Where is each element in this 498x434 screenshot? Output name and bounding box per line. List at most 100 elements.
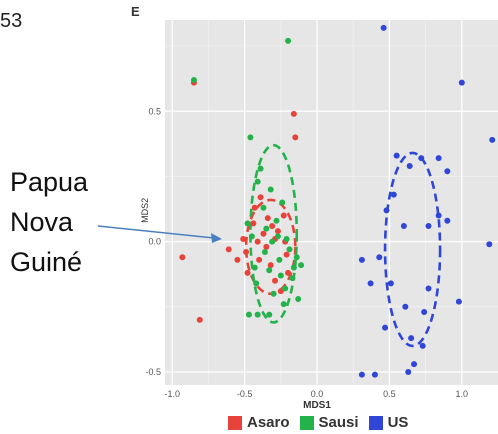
point-sausi-13: [269, 238, 276, 245]
data-points: [179, 24, 496, 378]
point-us-24: [408, 335, 415, 342]
point-us-2: [489, 136, 496, 143]
point-sausi-3: [248, 233, 255, 240]
point-asaro-5: [243, 249, 250, 256]
annotation-label: Papua Nova Guiné: [10, 162, 88, 282]
point-us-11: [400, 222, 407, 229]
legend: Asaro Sausi US: [228, 414, 418, 431]
legend-swatch-us: [368, 415, 383, 430]
legend-swatch-sausi: [299, 415, 314, 430]
x-tick-label-2: 0.0: [311, 389, 324, 399]
point-asaro-23: [283, 251, 290, 258]
point-sausi-8: [260, 204, 267, 211]
grid-lines: [165, 20, 498, 385]
point-sausi-12: [267, 186, 274, 193]
point-sausi-31: [254, 311, 261, 318]
legend-item-asaro: Asaro: [228, 414, 290, 431]
corner-number: 53: [0, 10, 23, 32]
annotation-line-3: Guiné: [10, 247, 83, 277]
point-us-10: [435, 212, 442, 219]
point-asaro-24: [285, 269, 292, 276]
point-asaro-20: [277, 288, 284, 295]
point-us-0: [380, 24, 387, 31]
point-us-13: [444, 217, 451, 224]
ellipse-sausi: [249, 143, 299, 324]
point-us-17: [367, 280, 374, 287]
point-us-14: [376, 254, 383, 261]
legend-item-us: US: [368, 414, 409, 431]
point-sausi-7: [257, 165, 264, 172]
point-sausi-14: [270, 290, 277, 297]
point-us-3: [393, 152, 400, 159]
point-asaro-25: [290, 110, 297, 117]
point-sausi-20: [280, 301, 287, 308]
x-tick-label-3: 0.5: [383, 389, 396, 399]
point-sausi-27: [293, 254, 300, 261]
point-asaro-21: [280, 212, 287, 219]
point-sausi-19: [279, 199, 286, 206]
legend-label-asaro: Asaro: [247, 414, 290, 431]
point-sausi-15: [273, 217, 280, 224]
point-sausi-21: [282, 285, 289, 292]
point-us-20: [402, 303, 409, 310]
point-asaro-16: [269, 222, 276, 229]
annotation-line-1: Papua: [10, 167, 89, 197]
point-asaro-26: [292, 134, 299, 141]
point-asaro-14: [264, 215, 271, 222]
point-us-8: [390, 191, 397, 198]
point-asaro-13: [263, 243, 270, 250]
point-us-21: [455, 298, 462, 305]
point-us-16: [358, 256, 365, 263]
point-sausi-32: [266, 311, 273, 318]
point-sausi-4: [251, 264, 258, 271]
point-us-26: [411, 361, 418, 368]
legend-label-us: US: [387, 414, 409, 431]
point-asaro-15: [267, 262, 274, 269]
point-us-18: [387, 280, 394, 287]
point-sausi-10: [263, 225, 270, 232]
point-us-5: [435, 155, 442, 162]
point-sausi-18: [277, 272, 284, 279]
point-asaro-4: [240, 236, 247, 242]
point-sausi-9: [261, 249, 268, 256]
y-tick-labels: -0.5 0.0 0.5: [145, 106, 161, 377]
point-asaro-19: [274, 228, 281, 235]
point-asaro-1: [196, 316, 203, 323]
point-asaro-12: [260, 230, 267, 237]
point-us-6: [406, 163, 413, 169]
point-asaro-0: [179, 254, 186, 261]
y-tick-label-1: 0.0: [148, 237, 161, 247]
legend-swatch-asaro: [228, 415, 242, 430]
point-asaro-2: [225, 246, 232, 253]
point-sausi-11: [266, 267, 273, 274]
y-tick-label-0: -0.5: [145, 367, 161, 377]
y-tick-label-2: 0.5: [148, 106, 161, 116]
point-sausi-29: [298, 262, 305, 269]
y-axis-label: MDS2: [140, 198, 150, 223]
point-sausi-16: [274, 233, 281, 240]
point-us-25: [419, 342, 426, 349]
point-us-7: [444, 168, 451, 175]
point-sausi-25: [289, 275, 296, 282]
annotation-arrow: [97, 225, 215, 239]
point-asaro-9: [254, 238, 261, 245]
point-sausi-2: [244, 220, 251, 227]
legend-item-sausi: Sausi: [299, 414, 359, 431]
x-tick-labels: -1.0 -0.5 0.0 0.5 1.0: [164, 389, 468, 399]
annotation-line-2: Nova: [10, 207, 74, 237]
point-sausi-23: [285, 37, 292, 44]
point-us-23: [382, 324, 389, 331]
point-us-9: [383, 207, 390, 214]
top-glyph: E: [131, 4, 140, 19]
x-tick-label-1: -0.5: [237, 389, 253, 399]
point-us-1: [458, 79, 465, 86]
point-asaro-10: [256, 256, 263, 263]
point-sausi-26: [290, 264, 297, 271]
point-asaro-6: [244, 269, 251, 276]
point-us-4: [418, 155, 425, 162]
point-asaro-18: [272, 277, 279, 284]
point-sausi-5: [253, 280, 260, 287]
plot-panel: [165, 20, 498, 385]
point-sausi-30: [245, 311, 252, 318]
